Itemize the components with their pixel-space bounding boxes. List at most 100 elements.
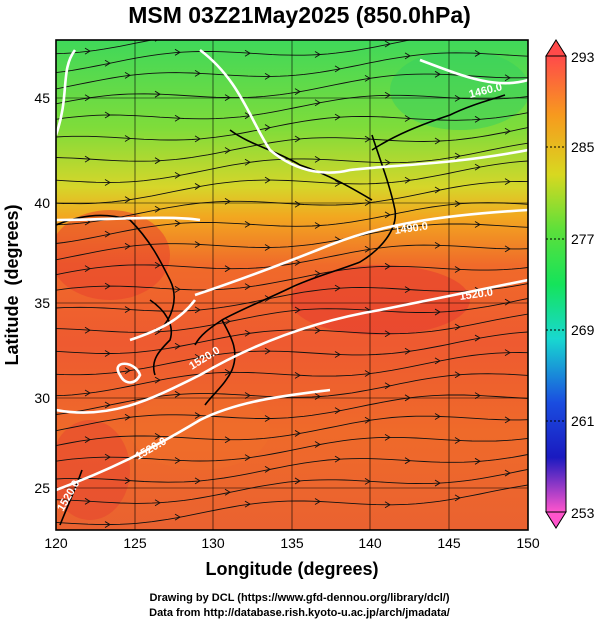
streamline-arrow: [174, 342, 181, 350]
streamline-arrow: [474, 221, 481, 228]
streamline-arrow: [434, 413, 441, 420]
streamline-arrow: [504, 349, 511, 357]
streamline-arrow: [154, 376, 161, 384]
streamline-arrow: [224, 318, 231, 325]
x-tick-label: 145: [437, 535, 461, 551]
streamline-arrow: [244, 454, 251, 461]
streamline-arrow: [504, 127, 511, 135]
streamline-arrow: [334, 455, 341, 463]
map-title: MSM 03Z21May2025 (850.0hPa): [128, 2, 471, 28]
streamline-arrow: [194, 306, 201, 314]
streamline-arrow: [334, 407, 341, 415]
streamline-arrow: [84, 155, 91, 163]
streamline-arrow: [154, 432, 161, 440]
streamline-arrow: [264, 244, 271, 251]
streamline-arrow: [84, 47, 91, 55]
streamline-arrow: [124, 71, 131, 79]
streamline-arrow: [104, 521, 111, 528]
colorbar: 293 285 277 269 261 253: [545, 39, 595, 529]
streamline-arrow: [434, 186, 441, 194]
x-tick-label: 130: [201, 535, 225, 551]
streamline-arrow: [104, 350, 111, 357]
streamline-arrow: [225, 27, 230, 33]
streamline-arrow: [474, 50, 481, 57]
x-tick-label: 125: [123, 535, 147, 551]
colorbar-label: 269: [571, 322, 595, 338]
streamline-arrow: [384, 40, 391, 48]
streamline-arrow: [454, 323, 461, 331]
x-tick-label: 150: [516, 535, 540, 551]
streamline-arrow: [174, 171, 181, 179]
streamline-arrow: [504, 74, 511, 82]
streamline-arrow: [434, 308, 441, 316]
streamline: [56, 40, 154, 55]
streamline-arrow: [314, 441, 321, 448]
streamline-arrow: [174, 219, 181, 227]
streamline-arrow: [224, 488, 231, 496]
streamline-arrow: [84, 326, 91, 334]
streamline-arrow: [384, 330, 391, 338]
colorbar-label: 293: [571, 49, 595, 65]
streamline-arrow: [174, 48, 181, 56]
y-tick-label: 35: [34, 295, 50, 311]
streamline-arrow: [244, 283, 251, 291]
streamline-arrow: [124, 196, 131, 204]
streamline-arrow: [194, 69, 201, 77]
streamline-arrow: [404, 115, 411, 122]
x-tick-label: 140: [358, 535, 382, 551]
streamline-arrow: [154, 205, 161, 213]
streamline-arrow: [384, 262, 391, 270]
streamline-arrow: [124, 477, 131, 485]
streamline-arrow: [334, 180, 341, 187]
streamline-arrow: [104, 401, 111, 409]
streamline-arrow: [174, 457, 181, 464]
streamline-arrow: [124, 306, 131, 313]
streamline-arrow: [454, 494, 461, 502]
streamline-arrow: [314, 498, 321, 505]
streamline-arrow: [334, 65, 341, 73]
colorbar-label: 253: [571, 505, 595, 521]
streamline-arrow: [365, 29, 370, 35]
y-axis-label: Latitude (degrees): [2, 204, 22, 365]
credit-data: Data from http://database.rish.kyoto-u.a…: [149, 607, 450, 619]
streamline-arrow: [174, 114, 181, 122]
streamline-arrow: [454, 266, 461, 273]
streamline-arrow: [435, 16, 440, 22]
streamline-arrow: [404, 176, 411, 184]
streamline-arrow: [194, 477, 201, 485]
streamline-arrow: [194, 353, 201, 361]
streamline-arrow: [154, 90, 161, 98]
streamline-arrow: [104, 453, 111, 461]
colorbar-top-arrow: [545, 39, 567, 57]
streamline-arrow: [454, 94, 461, 102]
y-tick-label: 45: [34, 90, 50, 106]
streamline-arrow: [334, 113, 341, 121]
streamline-arrow: [294, 371, 301, 379]
streamline-arrow: [124, 135, 131, 142]
streamline-arrow: [404, 347, 411, 355]
streamline-arrow: [84, 389, 91, 397]
x-tick-label: 135: [280, 535, 304, 551]
streamline-arrow: [174, 390, 181, 398]
streamline-arrow: [294, 306, 301, 314]
streamline-arrow: [294, 259, 301, 266]
streamline-arrow: [474, 115, 481, 123]
streamline-arrow: [244, 158, 251, 166]
streamline-arrow: [474, 392, 481, 400]
streamline-arrow: [294, 477, 301, 485]
x-axis-label: Longitude (degrees): [205, 559, 378, 579]
streamline-arrow: [124, 413, 131, 421]
streamline-arrow: [84, 436, 91, 443]
streamline-arrow: [334, 351, 341, 358]
streamline-arrow: [264, 465, 271, 473]
x-tick-label: 120: [44, 535, 68, 551]
streamline-arrow: [314, 155, 321, 163]
streamline-arrow: [194, 412, 201, 419]
streamline-arrow: [474, 457, 481, 465]
streamline-arrow: [104, 59, 111, 67]
streamline-arrow: [455, 30, 460, 36]
streamline-arrow: [84, 265, 91, 273]
temperature-field: [56, 40, 528, 530]
streamline-arrow: [504, 245, 511, 253]
